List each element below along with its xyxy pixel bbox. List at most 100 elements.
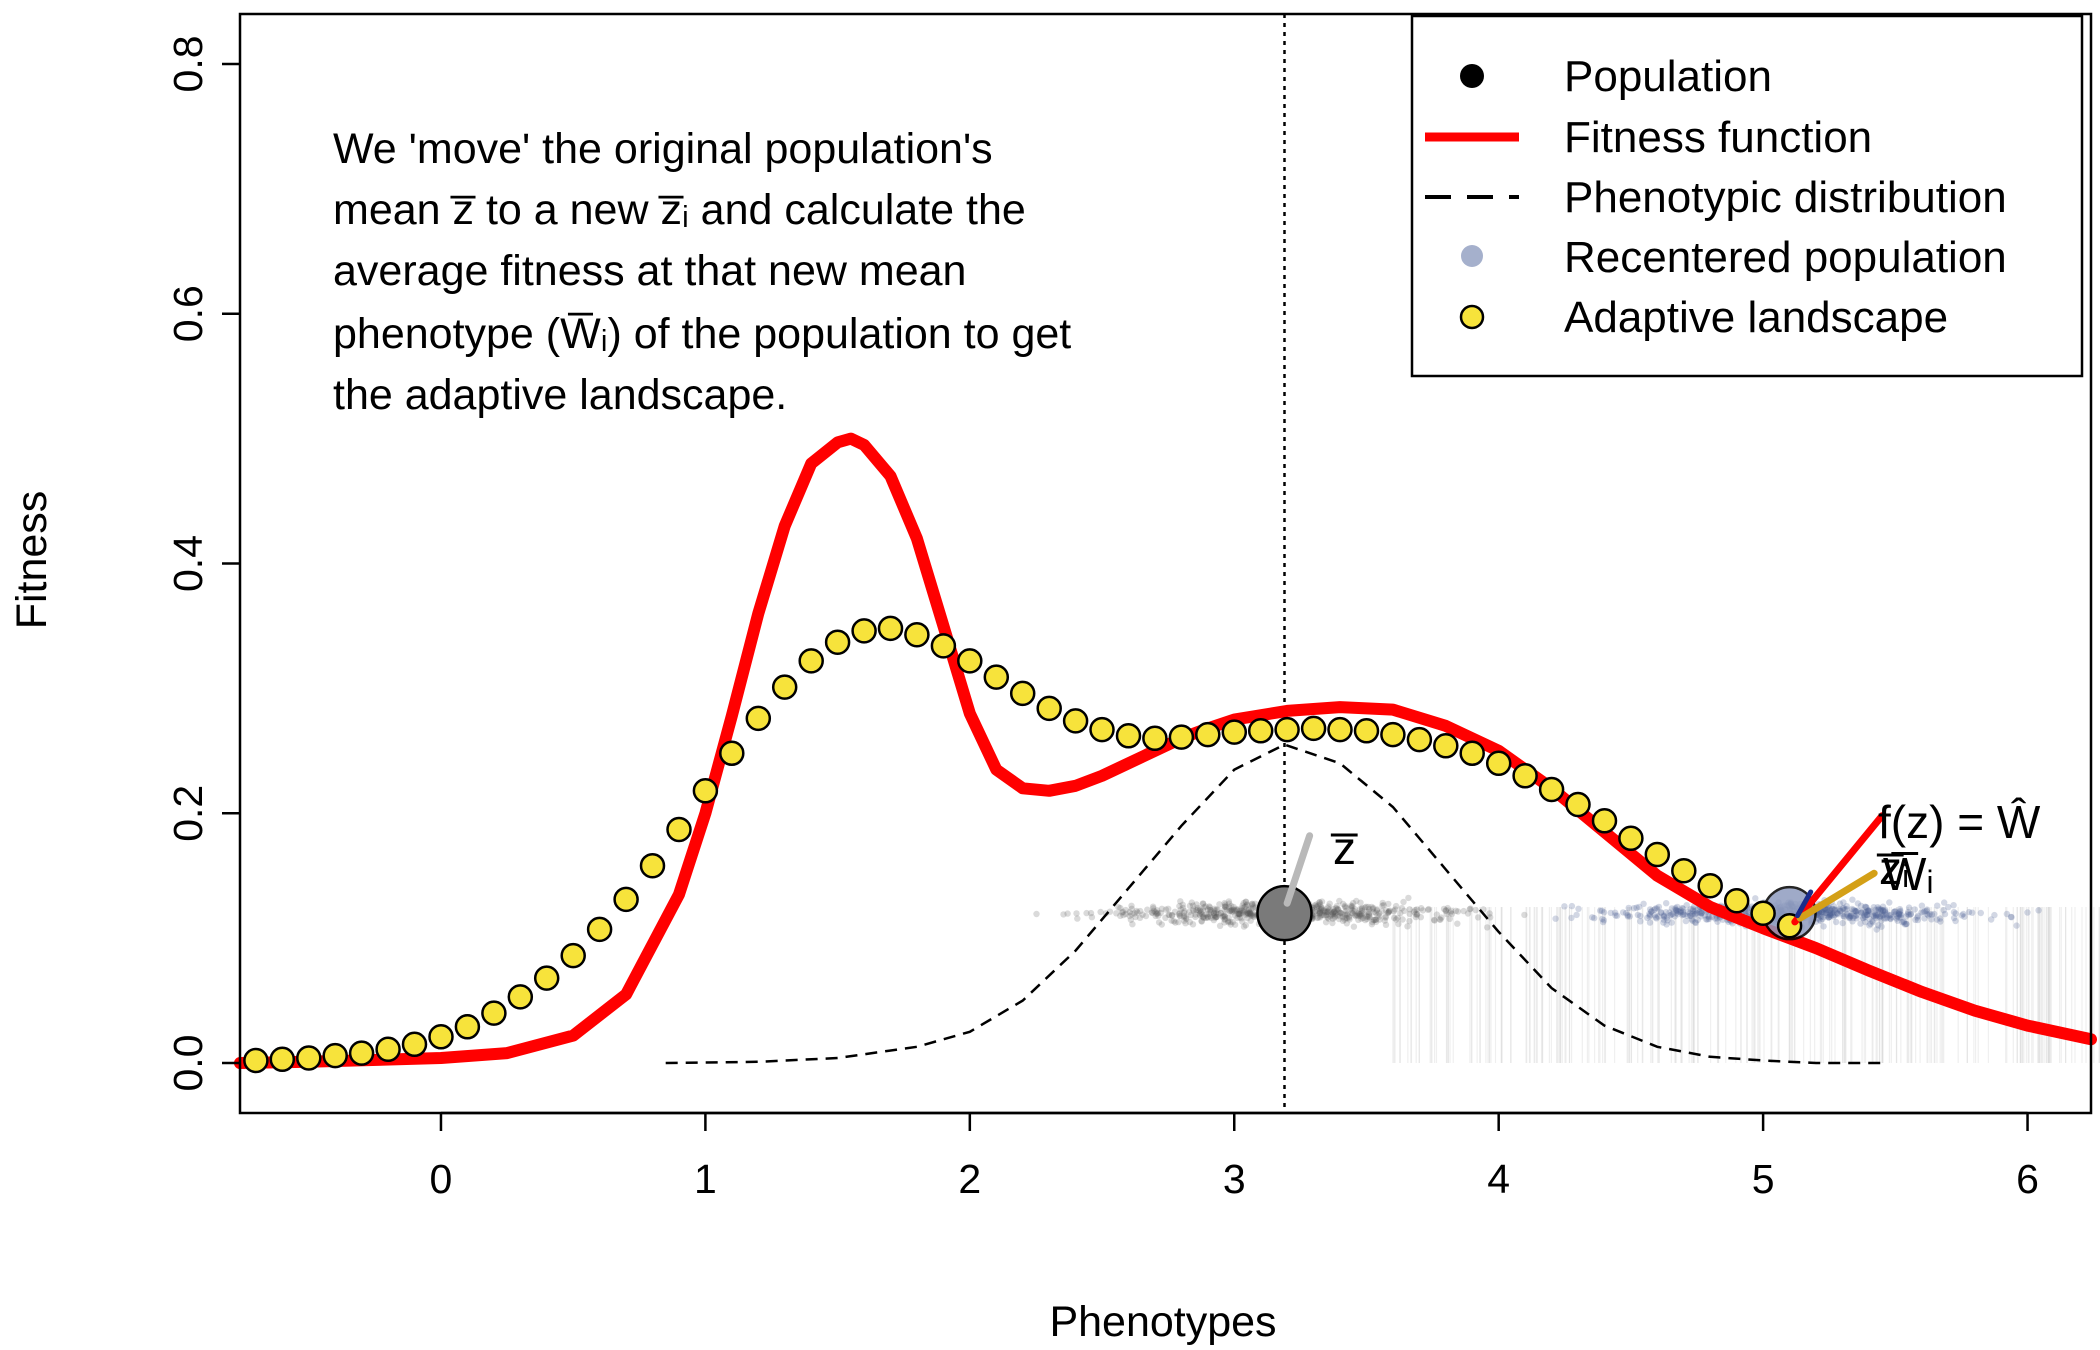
recentered-population-point xyxy=(1869,917,1876,925)
population-point xyxy=(1412,913,1420,921)
recentered-population-point xyxy=(1661,913,1668,920)
recentered-population-point xyxy=(1870,904,1878,911)
population-point xyxy=(1244,909,1251,916)
recentered-population-point xyxy=(1861,913,1869,921)
x-tick-label: 5 xyxy=(1752,1156,1775,1202)
recentered-population-point xyxy=(1832,918,1840,926)
recentered-population-point xyxy=(1691,908,1699,915)
population-point xyxy=(1129,921,1136,928)
annotation-line-2: mean z̅ to a new z̅ᵢ and calculate the xyxy=(333,186,1026,234)
population-point xyxy=(1171,908,1179,915)
population-point xyxy=(1155,919,1163,926)
recentered-population-point xyxy=(1646,911,1654,919)
recentered-population-point xyxy=(1952,910,1959,917)
population-point xyxy=(1242,922,1250,929)
population-point xyxy=(1324,905,1331,912)
recentered-population-point xyxy=(1640,900,1647,907)
recentered-population-point xyxy=(1646,913,1653,920)
recentered-population-point xyxy=(1870,912,1878,920)
population-point xyxy=(1425,905,1432,913)
recentered-population-point xyxy=(1933,916,1941,923)
adaptive-landscape-point xyxy=(1565,791,1591,818)
population-point xyxy=(1355,910,1363,918)
recentered-population-point xyxy=(1714,918,1721,925)
population-point xyxy=(1414,910,1421,918)
recentered-population-point xyxy=(1825,913,1833,921)
legend-symbol-adaptive-landscape xyxy=(1459,304,1485,330)
recentered-population-point xyxy=(1875,906,1882,913)
population-point xyxy=(1225,917,1232,925)
population-point xyxy=(1250,913,1258,921)
recentered-population-point xyxy=(1689,905,1697,913)
population-point xyxy=(1448,907,1455,914)
population-point xyxy=(1229,906,1236,913)
recentered-population-point xyxy=(1862,909,1869,917)
adaptive-landscape-point xyxy=(375,1036,401,1063)
population-point xyxy=(1227,919,1234,926)
population-point xyxy=(1203,911,1210,918)
recentered-population-point xyxy=(1820,923,1827,930)
recentered-population-point xyxy=(1691,919,1699,926)
population-mean-marker xyxy=(1256,884,1313,942)
recentered-population-point xyxy=(1657,909,1665,916)
population-point xyxy=(1210,916,1218,924)
recentered-population-point xyxy=(1857,909,1865,916)
population-point xyxy=(1168,912,1176,919)
population-point xyxy=(1176,902,1183,910)
adaptive-landscape-point xyxy=(692,778,719,804)
population-point xyxy=(1343,920,1351,927)
recentered-population-point xyxy=(1677,909,1685,916)
population-point xyxy=(1227,906,1235,914)
recentered-population-point xyxy=(1817,913,1824,920)
recentered-population-point xyxy=(1634,911,1642,919)
adaptive-landscape-point xyxy=(1697,872,1723,899)
population-point xyxy=(1223,906,1230,913)
recentered-population-point xyxy=(1862,918,1869,926)
recentered-population-point xyxy=(1840,913,1848,920)
adaptive-landscape-point xyxy=(1380,721,1406,748)
recentered-population-point xyxy=(1633,904,1640,911)
recentered-population-point xyxy=(1674,903,1681,911)
recentered-population-point xyxy=(1689,917,1696,924)
recentered-population-point xyxy=(1937,918,1944,925)
fitness-function-line xyxy=(234,432,2097,1069)
population-point xyxy=(1325,903,1332,910)
recentered-population-point xyxy=(1881,908,1889,915)
population-point xyxy=(1363,903,1370,910)
population-point xyxy=(1474,914,1482,921)
population-point xyxy=(1196,907,1203,914)
population-point xyxy=(1370,909,1377,916)
legend-label-recentered-population: Recentered population xyxy=(1564,233,2007,282)
population-point xyxy=(1412,906,1419,914)
population-point xyxy=(1248,901,1256,908)
recentered-population-point xyxy=(1686,912,1694,919)
recentered-population-point xyxy=(1635,903,1643,911)
population-point xyxy=(1248,905,1255,912)
population-point xyxy=(1413,906,1420,913)
population-point xyxy=(1202,914,1210,922)
population-point xyxy=(1357,899,1364,906)
recentered-population-point xyxy=(1852,908,1860,915)
population-point xyxy=(1372,916,1380,923)
population-point xyxy=(1353,897,1360,905)
population-point xyxy=(1251,900,1259,907)
recentered-population-point xyxy=(1847,912,1854,919)
recentered-population-point xyxy=(1600,909,1608,916)
adaptive-landscape-point xyxy=(1459,740,1485,767)
population-point xyxy=(1316,901,1324,908)
population-point xyxy=(1126,912,1133,920)
population-point xyxy=(1245,910,1252,917)
label-mean-fitness-arrow: W̅ᵢ xyxy=(1883,848,1934,900)
population-point xyxy=(1181,914,1188,921)
population-point xyxy=(1336,897,1343,905)
population-point xyxy=(1233,906,1240,913)
population-point xyxy=(1341,916,1348,923)
recentered-population-point xyxy=(1834,910,1841,917)
population-point xyxy=(1329,915,1337,922)
recentered-population-point xyxy=(1869,919,1876,926)
population-point xyxy=(1339,900,1347,908)
population-point xyxy=(1087,909,1095,917)
recentered-population-point xyxy=(1830,913,1837,920)
population-point xyxy=(1390,908,1398,915)
population-point xyxy=(1348,905,1355,912)
